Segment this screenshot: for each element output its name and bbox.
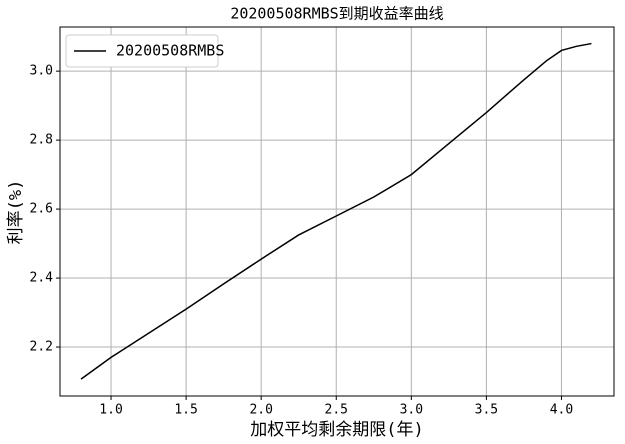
line-series — [80, 42, 592, 380]
legend-box — [65, 34, 219, 68]
x-tick-label: 1.5 — [174, 403, 197, 418]
y-tick-label: 2.2 — [30, 340, 53, 355]
y-tick-label: 3.0 — [30, 64, 53, 79]
x-tick-label: 1.0 — [99, 403, 122, 418]
x-tick-label: 2.0 — [249, 403, 272, 418]
legend-label: 20200508RMBS — [116, 42, 224, 60]
y-tick-label: 2.8 — [30, 133, 53, 148]
y-tick-label: 2.6 — [30, 202, 53, 217]
x-tick-label: 4.0 — [550, 403, 573, 418]
x-tick-label: 2.5 — [325, 403, 348, 418]
y-tick-label: 2.4 — [30, 271, 54, 286]
x-tick-label: 3.0 — [400, 403, 423, 418]
plot-frame — [59, 26, 615, 397]
x-tick-label: 3.5 — [475, 403, 498, 418]
chart-title: 20200508RMBS到期收益率曲线 — [230, 5, 443, 23]
y-axis-label: 利率(%) — [6, 180, 26, 245]
x-axis-label: 加权平均剩余期限(年) — [250, 420, 423, 440]
